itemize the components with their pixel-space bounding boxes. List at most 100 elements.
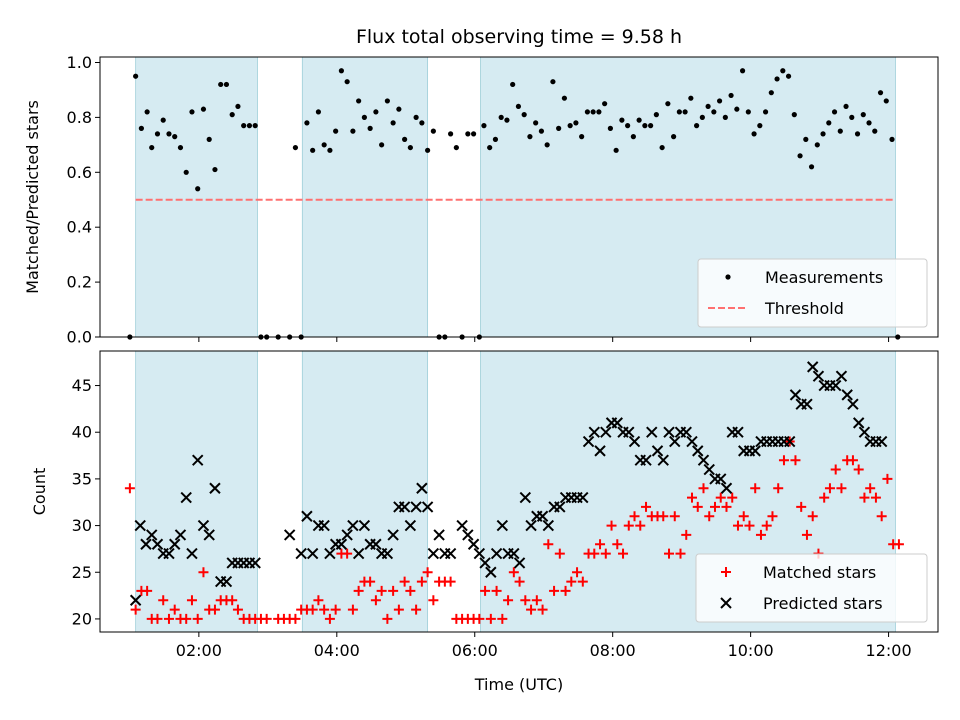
predicted-star-point bbox=[801, 398, 813, 410]
matched-star-point bbox=[422, 567, 433, 578]
predicted-star-point bbox=[835, 370, 848, 382]
measurement-point bbox=[619, 117, 625, 123]
matched-star-point bbox=[186, 595, 197, 606]
measurement-point bbox=[785, 73, 792, 79]
matched-star-point bbox=[830, 464, 841, 475]
matched-star-point bbox=[181, 613, 192, 624]
measurement-point bbox=[527, 134, 533, 140]
matched-star-point bbox=[882, 473, 893, 484]
measurement-point bbox=[648, 123, 654, 129]
measurement-point bbox=[734, 106, 740, 112]
measurement-point bbox=[402, 136, 408, 142]
matched-star-point bbox=[307, 604, 318, 615]
matched-star-point bbox=[612, 539, 623, 550]
matched-star-point bbox=[554, 548, 565, 559]
predicted-star-point bbox=[628, 435, 641, 448]
legend-predicted-label: Predicted stars bbox=[763, 594, 883, 613]
measurement-point bbox=[470, 131, 477, 137]
predicted-star-point bbox=[784, 435, 796, 448]
predicted-star-point bbox=[398, 501, 411, 513]
measurement-point bbox=[407, 144, 413, 151]
measurement-point bbox=[567, 123, 573, 129]
top-y-tick-label: 0.8 bbox=[67, 108, 92, 127]
matched-star-point bbox=[778, 455, 789, 466]
matched-star-point bbox=[388, 585, 399, 596]
predicted-star-point bbox=[335, 538, 348, 550]
measurement-point bbox=[630, 134, 636, 140]
measurement-point bbox=[430, 128, 436, 134]
measurement-point bbox=[808, 164, 815, 170]
observing-window-2 bbox=[301, 56, 429, 338]
matched-star-point bbox=[664, 548, 675, 559]
measurement-point bbox=[561, 95, 568, 101]
observing-window-1 bbox=[135, 350, 258, 633]
predicted-star-point bbox=[588, 426, 601, 438]
predicted-star-point bbox=[697, 454, 710, 466]
top-y-ticks: 0.0 0.2 0.4 0.6 0.8 1.0 bbox=[67, 53, 100, 347]
measurement-point bbox=[292, 144, 299, 151]
measurement-point bbox=[739, 68, 746, 74]
predicted-star-point bbox=[381, 547, 394, 560]
measurement-point bbox=[338, 68, 344, 74]
matched-star-point bbox=[767, 511, 778, 522]
measurement-point bbox=[694, 123, 700, 129]
matched-star-point bbox=[261, 613, 272, 624]
measurement-point bbox=[579, 134, 585, 140]
measurement-point bbox=[304, 120, 310, 126]
matched-star-point bbox=[543, 539, 554, 550]
matched-star-point bbox=[370, 595, 381, 606]
bottom-x-tick-label: 06:00 bbox=[452, 641, 498, 660]
matched-star-point bbox=[163, 613, 174, 624]
legend-predicted-marker bbox=[720, 597, 732, 609]
matched-star-point bbox=[124, 483, 135, 494]
matched-star-point bbox=[347, 604, 358, 615]
predicted-star-point bbox=[611, 417, 623, 429]
predicted-star-point bbox=[812, 370, 825, 382]
predicted-star-point bbox=[519, 491, 532, 504]
predicted-star-point bbox=[640, 454, 652, 466]
measurement-point bbox=[849, 114, 855, 120]
measurement-point bbox=[613, 147, 619, 153]
measurement-point bbox=[659, 144, 665, 151]
measurement-point bbox=[419, 120, 425, 126]
legend-measurements-label: Measurements bbox=[765, 268, 883, 287]
predicted-star-point bbox=[387, 529, 399, 541]
legend-box bbox=[697, 258, 928, 328]
chart-title: Flux total observing time = 9.58 h bbox=[356, 26, 682, 48]
matched-star-point bbox=[853, 464, 864, 475]
matched-star-point bbox=[405, 585, 416, 596]
predicted-star-point bbox=[306, 547, 319, 560]
measurement-point bbox=[390, 120, 396, 126]
top-y-axis-label: Matched/Predicted stars bbox=[23, 100, 42, 294]
predicted-star-point bbox=[496, 519, 509, 532]
predicted-star-point bbox=[169, 538, 181, 550]
predicted-star-point bbox=[720, 482, 733, 494]
matched-star-point bbox=[227, 595, 238, 606]
measurement-point bbox=[315, 109, 322, 115]
top-x-ticks bbox=[198, 337, 890, 342]
predicted-star-point bbox=[536, 510, 549, 522]
measurement-point bbox=[361, 114, 367, 120]
matched-star-point bbox=[376, 585, 387, 596]
measurement-point bbox=[133, 73, 139, 79]
measurement-point bbox=[671, 134, 677, 140]
matched-star-point bbox=[480, 585, 491, 596]
measurement-point bbox=[172, 134, 178, 140]
legend-matched-marker bbox=[721, 567, 731, 577]
predicted-star-point bbox=[456, 519, 468, 532]
measurement-point bbox=[510, 81, 516, 88]
predicted-star-point bbox=[600, 426, 612, 438]
predicted-star-point bbox=[358, 519, 371, 532]
measurement-point bbox=[843, 103, 849, 110]
observing-window-1 bbox=[135, 56, 258, 338]
matched-star-point bbox=[365, 576, 376, 587]
bottom-y-tick-label: 40 bbox=[72, 423, 92, 442]
bottom-x-tick-label: 10:00 bbox=[728, 641, 774, 660]
matched-star-point bbox=[635, 520, 646, 531]
observing-window-2 bbox=[301, 350, 429, 633]
predicted-star-point bbox=[151, 538, 164, 550]
top-legend: Measurements Threshold bbox=[697, 258, 928, 328]
matched-star-point bbox=[692, 501, 703, 512]
measurement-point bbox=[350, 128, 356, 134]
